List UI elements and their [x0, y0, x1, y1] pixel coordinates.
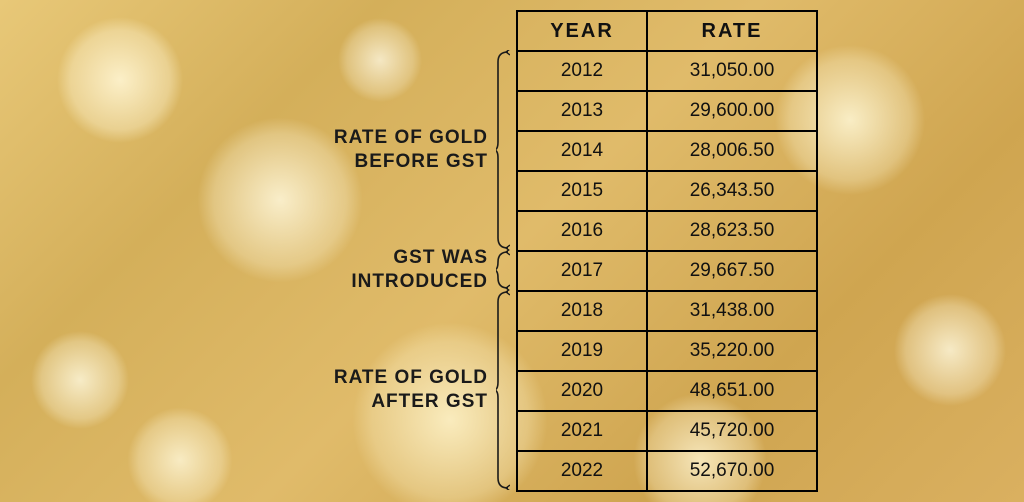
cell-rate: 28,006.50 — [647, 131, 817, 171]
label-before-line2: BEFORE GST — [354, 151, 488, 172]
cell-rate: 26,343.50 — [647, 171, 817, 211]
cell-rate: 35,220.00 — [647, 331, 817, 371]
table-row: 201329,600.00 — [517, 91, 817, 131]
bracket-after-icon — [496, 290, 510, 490]
col-header-rate: RATE — [647, 11, 817, 51]
col-header-year: YEAR — [517, 11, 647, 51]
table-row: 201628,623.50 — [517, 211, 817, 251]
cell-year: 2020 — [517, 371, 647, 411]
label-intro-line2: INTRODUCED — [351, 271, 488, 292]
table-row: 201428,006.50 — [517, 131, 817, 171]
label-after-gst: RATE OF GOLD AFTER GST — [334, 366, 488, 414]
label-intro-line1: GST WAS — [393, 247, 488, 268]
table-row: 202145,720.00 — [517, 411, 817, 451]
labels-column: RATE OF GOLD BEFORE GST GST WAS INTRODUC… — [206, 10, 516, 492]
cell-year: 2022 — [517, 451, 647, 491]
table-row: 201526,343.50 — [517, 171, 817, 211]
table-row: 201231,050.00 — [517, 51, 817, 91]
cell-rate: 45,720.00 — [647, 411, 817, 451]
cell-year: 2013 — [517, 91, 647, 131]
bracket-before-icon — [496, 50, 510, 250]
cell-year: 2012 — [517, 51, 647, 91]
label-before-line1: RATE OF GOLD — [334, 127, 488, 148]
table-row: 201831,438.00 — [517, 291, 817, 331]
cell-rate: 52,670.00 — [647, 451, 817, 491]
content-area: RATE OF GOLD BEFORE GST GST WAS INTRODUC… — [0, 0, 1024, 502]
label-before-gst: RATE OF GOLD BEFORE GST — [334, 126, 488, 174]
table-row: 201935,220.00 — [517, 331, 817, 371]
cell-rate: 31,438.00 — [647, 291, 817, 331]
cell-year: 2016 — [517, 211, 647, 251]
cell-rate: 48,651.00 — [647, 371, 817, 411]
table-row: 202048,651.00 — [517, 371, 817, 411]
label-after-line1: RATE OF GOLD — [334, 367, 488, 388]
table-header-row: YEAR RATE — [517, 11, 817, 51]
cell-rate: 31,050.00 — [647, 51, 817, 91]
table-row: 202252,670.00 — [517, 451, 817, 491]
cell-rate: 29,667.50 — [647, 251, 817, 291]
layout-row: RATE OF GOLD BEFORE GST GST WAS INTRODUC… — [206, 10, 818, 492]
cell-year: 2021 — [517, 411, 647, 451]
cell-year: 2014 — [517, 131, 647, 171]
table-row: 201729,667.50 — [517, 251, 817, 291]
table-body: 201231,050.00201329,600.00201428,006.502… — [517, 51, 817, 491]
cell-year: 2019 — [517, 331, 647, 371]
cell-rate: 28,623.50 — [647, 211, 817, 251]
cell-year: 2018 — [517, 291, 647, 331]
bracket-intro-icon — [496, 250, 510, 290]
gold-rate-table: YEAR RATE 201231,050.00201329,600.002014… — [516, 10, 818, 492]
label-after-line2: AFTER GST — [371, 391, 488, 412]
cell-year: 2015 — [517, 171, 647, 211]
cell-year: 2017 — [517, 251, 647, 291]
cell-rate: 29,600.00 — [647, 91, 817, 131]
label-gst-introduced: GST WAS INTRODUCED — [351, 246, 488, 294]
